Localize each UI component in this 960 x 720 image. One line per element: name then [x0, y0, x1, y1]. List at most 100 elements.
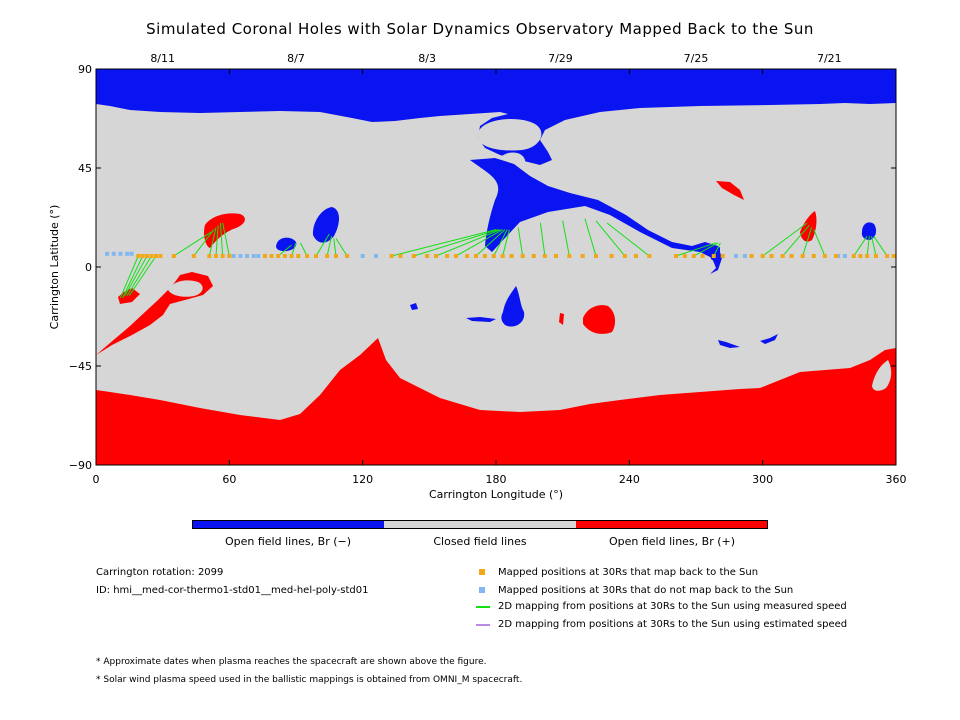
measured-speed-mapping-line	[562, 220, 570, 257]
date-tick-label: 7/29	[548, 52, 573, 65]
unmapped-position-point	[118, 251, 123, 256]
measured-speed-mapping-line	[333, 238, 337, 257]
measured-speed-mapping-line	[853, 235, 868, 257]
colorbar-frame	[192, 520, 768, 529]
mapped-position-point	[811, 254, 816, 258]
unmapped-position-point	[842, 254, 847, 258]
north-polar-hole	[96, 69, 896, 165]
measured-speed-mapping-line	[502, 229, 510, 257]
measured-speed-mapping-line	[277, 244, 292, 257]
x-tick-label: 240	[619, 473, 640, 486]
unmapped-position-point	[836, 254, 841, 258]
measured-speed-mapping-line	[713, 242, 721, 257]
mapped-position-point	[567, 254, 572, 258]
mapped-position-point	[269, 254, 274, 258]
footnote-speed: * Solar wind plasma speed used in the ba…	[96, 675, 523, 685]
date-tick-label: 8/3	[418, 52, 436, 65]
mapped-position-point	[700, 254, 705, 258]
mapped-position-point	[749, 254, 754, 258]
mapped-position-point	[858, 254, 863, 258]
mapped-position-point	[145, 254, 150, 258]
mapped-position-point	[154, 254, 158, 258]
date-tick-label: 8/7	[287, 52, 305, 65]
measured-speed-mapping-line	[675, 242, 717, 257]
measured-speed-mapping-line	[871, 236, 877, 257]
measured-speed-mapping-line	[413, 229, 499, 257]
measured-speed-mapping-line	[595, 220, 626, 257]
measured-speed-mapping-line	[693, 242, 719, 257]
mapped-position-point	[594, 254, 598, 258]
mapped-position-point	[289, 254, 294, 258]
south-polar-hole	[96, 338, 896, 465]
legend-unmapped-label: Mapped positions at 30Rs that do not map…	[498, 585, 794, 596]
measured-speed-mapping-line	[539, 222, 546, 257]
mapped-position-point	[454, 254, 458, 258]
measured-speed-mapping-line	[866, 236, 870, 257]
measured-speed-mapping-line	[208, 227, 217, 257]
mapped-position-point	[520, 254, 525, 258]
mapped-position-point	[720, 254, 725, 258]
unmapped-position-point	[245, 254, 250, 258]
measured-speed-mapping-line	[128, 255, 157, 296]
mapped-position-point	[465, 254, 470, 258]
measured-speed-mapping-line	[124, 255, 148, 296]
date-tick-label: 7/25	[684, 52, 709, 65]
colorbar-closed	[384, 520, 576, 529]
colorbar-label-closed: Closed field lines	[433, 535, 527, 548]
mapped-position-point	[780, 254, 785, 258]
unmapped-position-point	[231, 254, 236, 258]
measured-speed-mapping-line	[122, 255, 144, 299]
y-tick-label: 45	[78, 162, 92, 175]
measured-speed-mapping-line	[606, 222, 650, 257]
mapped-position-point	[282, 254, 287, 258]
unmapped-position-point	[251, 254, 256, 258]
measured-speed-mapping-line	[215, 225, 219, 257]
mapped-position-point	[851, 254, 856, 258]
measured-speed-mapping-line	[802, 227, 813, 257]
colorbar-positive	[576, 520, 768, 529]
mapped-position-point	[227, 254, 232, 258]
mapped-position-point	[482, 254, 487, 258]
mapped-position-point	[760, 254, 765, 258]
mapped-position-point	[891, 254, 896, 258]
measured-speed-mapping-line	[455, 229, 503, 257]
measured-speed-mapping-line	[219, 222, 224, 257]
mapped-position-point	[609, 254, 614, 258]
mapped-position-point	[769, 254, 774, 258]
unmapped-position-point	[734, 254, 738, 258]
x-tick-label: 300	[752, 473, 773, 486]
mapped-position-point	[474, 254, 478, 258]
date-tick-label: 8/11	[150, 52, 175, 65]
legend-estimated-line	[476, 624, 490, 626]
mapped-position-point	[325, 254, 330, 258]
model-id: ID: hmi__med-cor-thermo1-std01__med-hel-…	[96, 585, 369, 596]
x-tick-label: 120	[352, 473, 373, 486]
unmapped-position-point	[238, 254, 243, 258]
measured-speed-mapping-line	[299, 242, 308, 257]
measured-speed-mapping-line	[335, 238, 348, 257]
measured-speed-mapping-line	[493, 229, 508, 257]
mapped-position-point	[834, 254, 838, 258]
mapped-position-point	[822, 254, 827, 258]
mapped-position-point	[674, 254, 678, 258]
unmapped-position-point	[129, 251, 134, 256]
footnote-dates: * Approximate dates when plasma reaches …	[96, 657, 487, 667]
mapped-position-point	[296, 254, 301, 258]
unmapped-position-point	[742, 254, 747, 258]
unmapped-position-point	[105, 251, 110, 256]
mapped-position-point	[500, 254, 505, 258]
mapped-position-point	[276, 254, 281, 258]
unmapped-position-point	[111, 251, 116, 256]
carrington-rotation: Carrington rotation: 2099	[96, 567, 224, 578]
mapped-position-point	[445, 254, 450, 258]
x-tick-label: 60	[222, 473, 236, 486]
measured-speed-mapping-line	[873, 235, 888, 257]
mapped-position-point	[509, 254, 514, 258]
measured-speed-mapping-line	[435, 229, 501, 257]
mapped-position-point	[345, 254, 350, 258]
measured-speed-mapping-line	[193, 229, 215, 257]
mapped-position-point	[136, 254, 141, 258]
colorbar-negative	[192, 520, 384, 529]
mapped-position-point	[398, 254, 403, 258]
